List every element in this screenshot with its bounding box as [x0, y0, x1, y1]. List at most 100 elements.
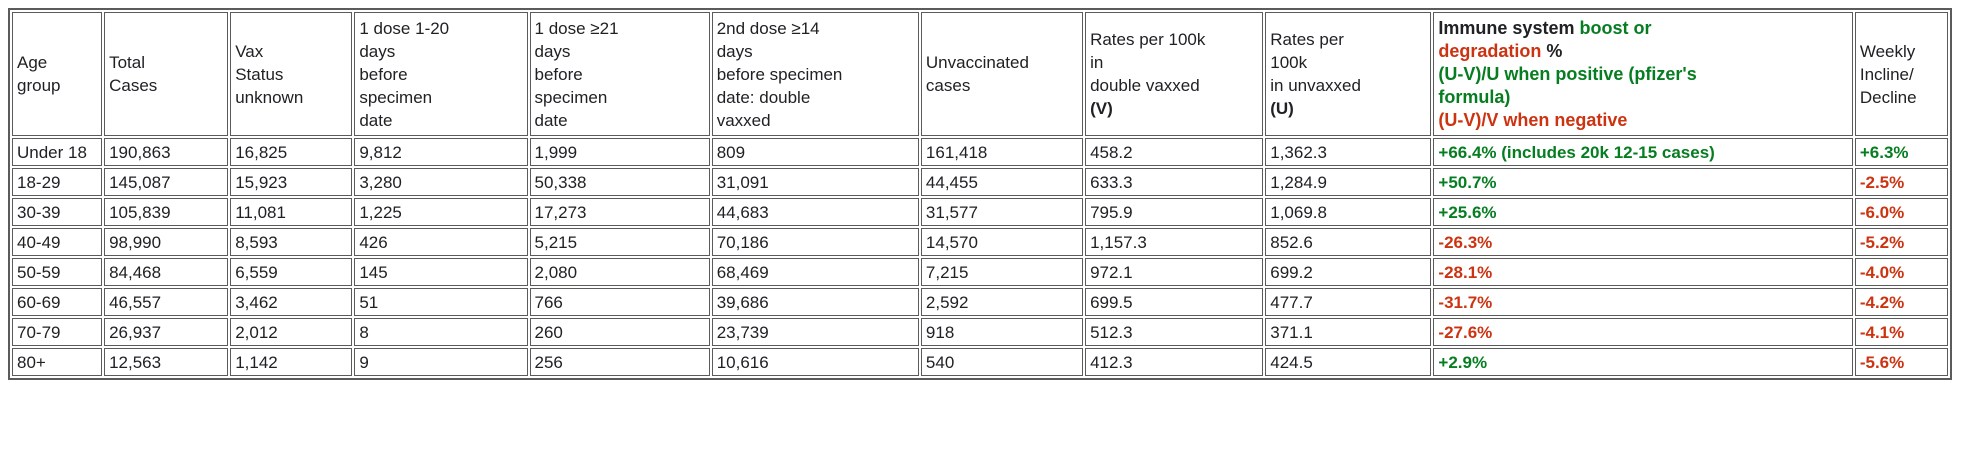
cell-unvaccinated-cases: 7,215: [920, 258, 1084, 286]
cell-dose1-1-20-days: 9: [354, 348, 528, 376]
cell-vax-status-unknown: 3,462: [230, 288, 353, 316]
row-header-age-group: 80+: [12, 348, 103, 376]
cell-total-cases: 26,937: [104, 318, 229, 346]
cell-unvaccinated-cases: 31,577: [920, 198, 1084, 226]
cell-rates-unvaxxed: 852.6: [1265, 228, 1432, 256]
cell-dose2-ge14-days: 68,469: [711, 258, 919, 286]
col-header-unvaccinated-cases-segment: Unvaccinated cases: [925, 53, 1029, 95]
table-row: 50-59 84,468 6,559 145 2,080 68,469 7,215 972.1…: [12, 258, 1948, 286]
cell-dose2-ge14-days: 44,683: [711, 198, 919, 226]
cell-weekly-incline-decline: -5.6%: [1854, 348, 1948, 376]
cell-total-cases: 105,839: [104, 198, 229, 226]
cell-rates-double-vaxxed: 699.5: [1085, 288, 1264, 316]
col-header-total-cases: Total Cases: [104, 12, 229, 136]
cell-dose1-1-20-days: 426: [354, 228, 528, 256]
cell-dose1-1-20-days: 51: [354, 288, 528, 316]
table-row: 40-49 98,990 8,593 426 5,215 70,186 14,570 1,15…: [12, 228, 1948, 256]
col-header-immune-boost-degradation-segment: (U-V)/U when positive (pfizer's formula): [1438, 63, 1697, 107]
covid-cases-by-vax-status-table: Age group Total Cases Vax Status unknown 1 …: [8, 8, 1952, 380]
cell-weekly-incline-decline: -4.2%: [1854, 288, 1948, 316]
cell-dose2-ge14-days: 31,091: [711, 168, 919, 196]
cell-vax-status-unknown: 1,142: [230, 348, 353, 376]
col-header-dose1-ge21-days-segment: 1 dose ≥21 days before specimen date: [534, 18, 619, 130]
cell-total-cases: 46,557: [104, 288, 229, 316]
cell-immune-boost-degradation: -28.1%: [1433, 258, 1853, 286]
row-header-age-group: 40-49: [12, 228, 103, 256]
cell-rates-unvaxxed: 1,284.9: [1265, 168, 1432, 196]
cell-dose1-1-20-days: 1,225: [354, 198, 528, 226]
cell-vax-status-unknown: 16,825: [230, 138, 353, 166]
cell-immune-boost-degradation: -26.3%: [1433, 228, 1853, 256]
cell-dose2-ge14-days: 39,686: [711, 288, 919, 316]
col-header-dose2-ge14-days-segment: 2nd dose ≥14 days before specimen date: …: [716, 18, 843, 130]
cell-unvaccinated-cases: 540: [920, 348, 1084, 376]
cell-dose1-ge21-days: 17,273: [529, 198, 710, 226]
cell-dose1-ge21-days: 50,338: [529, 168, 710, 196]
row-header-age-group: Under 18: [12, 138, 103, 166]
cell-dose1-ge21-days: 766: [529, 288, 710, 316]
cell-dose2-ge14-days: 23,739: [711, 318, 919, 346]
cell-unvaccinated-cases: 161,418: [920, 138, 1084, 166]
cell-rates-double-vaxxed: 1,157.3: [1085, 228, 1264, 256]
cell-dose1-ge21-days: 260: [529, 318, 710, 346]
cell-total-cases: 84,468: [104, 258, 229, 286]
col-header-dose2-ge14-days: 2nd dose ≥14 days before specimen date: …: [711, 12, 919, 136]
cell-rates-double-vaxxed: 795.9: [1085, 198, 1264, 226]
cell-vax-status-unknown: 8,593: [230, 228, 353, 256]
cell-dose1-ge21-days: 2,080: [529, 258, 710, 286]
row-header-age-group: 18-29: [12, 168, 103, 196]
row-header-age-group: 50-59: [12, 258, 103, 286]
table-row: 30-39 105,839 11,081 1,225 17,273 44,683 31,57…: [12, 198, 1948, 226]
col-header-rates-double-vaxxed-segment: Rates per 100k in double vaxxed: [1090, 30, 1206, 95]
cell-rates-double-vaxxed: 412.3: [1085, 348, 1264, 376]
cell-total-cases: 190,863: [104, 138, 229, 166]
table-row: 80+ 12,563 1,142 9 256 10,616 540 412.3 424.5 +2.…: [12, 348, 1948, 376]
table-row: 60-69 46,557 3,462 51 766 39,686 2,592 699.5 477…: [12, 288, 1948, 316]
col-header-age-group: Age group: [12, 12, 103, 136]
col-header-rates-unvaxxed-segment: Rates per 100k in unvaxxed: [1270, 30, 1361, 95]
cell-vax-status-unknown: 15,923: [230, 168, 353, 196]
cell-vax-status-unknown: 6,559: [230, 258, 353, 286]
col-header-immune-boost-degradation-segment: %: [1541, 40, 1563, 61]
col-header-vax-status-unknown-segment: Vax Status unknown: [235, 41, 304, 107]
col-header-dose1-1-20-days-segment: 1 dose 1-20 days before specimen date: [359, 18, 450, 130]
col-header-immune-boost-degradation-segment: (U-V)/V when negative: [1438, 109, 1628, 130]
cell-immune-boost-degradation: +50.7%: [1433, 168, 1853, 196]
cell-dose1-ge21-days: 256: [529, 348, 710, 376]
cell-weekly-incline-decline: +6.3%: [1854, 138, 1948, 166]
cell-vax-status-unknown: 2,012: [230, 318, 353, 346]
col-header-immune-boost-degradation-segment: boost or: [1579, 17, 1652, 38]
cell-immune-boost-degradation: +66.4% (includes 20k 12-15 cases): [1433, 138, 1853, 166]
col-header-rates-double-vaxxed-segment: (V): [1090, 99, 1113, 118]
table-row: 70-79 26,937 2,012 8 260 23,739 918 512.3 371.1-…: [12, 318, 1948, 346]
cell-rates-unvaxxed: 699.2: [1265, 258, 1432, 286]
cell-dose2-ge14-days: 809: [711, 138, 919, 166]
table-row: 18-29 145,087 15,923 3,280 50,338 31,091 44,45…: [12, 168, 1948, 196]
header-row: Age group Total Cases Vax Status unknown 1 …: [12, 12, 1948, 136]
col-header-rates-unvaxxed: Rates per 100k in unvaxxed (U): [1265, 12, 1432, 136]
cell-rates-double-vaxxed: 972.1: [1085, 258, 1264, 286]
col-header-immune-boost-degradation-segment: Immune system: [1438, 17, 1580, 38]
col-header-rates-unvaxxed-segment: (U): [1270, 99, 1294, 118]
cell-dose1-1-20-days: 8: [354, 318, 528, 346]
cell-rates-unvaxxed: 371.1: [1265, 318, 1432, 346]
cell-rates-double-vaxxed: 512.3: [1085, 318, 1264, 346]
cell-unvaccinated-cases: 14,570: [920, 228, 1084, 256]
cell-weekly-incline-decline: -5.2%: [1854, 228, 1948, 256]
cell-rates-unvaxxed: 477.7: [1265, 288, 1432, 316]
cell-dose1-1-20-days: 9,812: [354, 138, 528, 166]
col-header-unvaccinated-cases: Unvaccinated cases: [920, 12, 1084, 136]
cell-dose1-1-20-days: 3,280: [354, 168, 528, 196]
cell-total-cases: 12,563: [104, 348, 229, 376]
cell-immune-boost-degradation: -27.6%: [1433, 318, 1853, 346]
cell-rates-double-vaxxed: 633.3: [1085, 168, 1264, 196]
cell-dose2-ge14-days: 10,616: [711, 348, 919, 376]
cell-rates-unvaxxed: 1,362.3: [1265, 138, 1432, 166]
cell-dose2-ge14-days: 70,186: [711, 228, 919, 256]
col-header-weekly-incline-decline: Weekly Incline/ Decline: [1854, 12, 1948, 136]
cell-weekly-incline-decline: -2.5%: [1854, 168, 1948, 196]
cell-immune-boost-degradation: -31.7%: [1433, 288, 1853, 316]
cell-dose1-ge21-days: 5,215: [529, 228, 710, 256]
col-header-total-cases-segment: Total Cases: [109, 53, 158, 95]
col-header-immune-boost-degradation-segment: degradation: [1438, 40, 1542, 61]
